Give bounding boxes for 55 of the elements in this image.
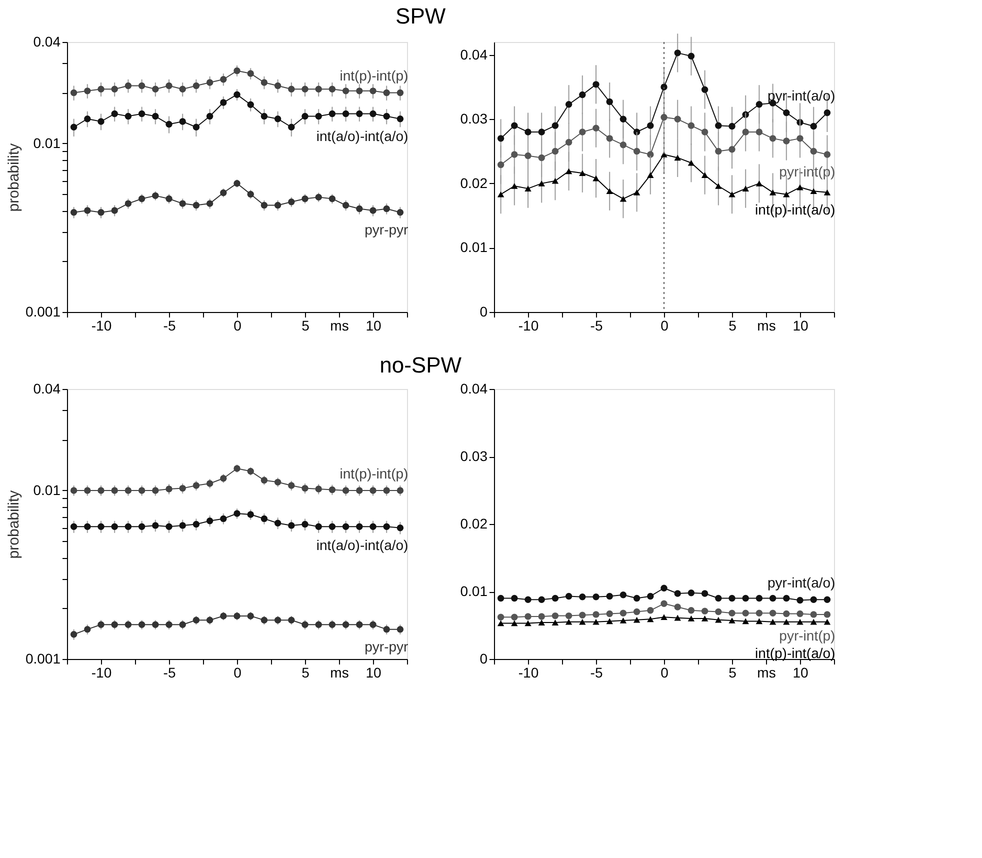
y-tick-label: 0.001 <box>25 650 61 666</box>
x-tick-label: -5 <box>163 318 176 334</box>
y-tick-label: 0.04 <box>33 34 61 50</box>
series-label: int(p)-int(p) <box>340 68 408 84</box>
y-tick-label: 0.001 <box>25 304 61 320</box>
series-label: int(p)-int(a/o) <box>755 644 836 661</box>
x-tick-label: 10 <box>366 664 382 680</box>
x-tick-label: 0 <box>234 318 242 334</box>
x-tick-label: 5 <box>728 318 737 334</box>
series-label: int(p)-int(p) <box>340 465 408 482</box>
y-tick-label: 0.04 <box>460 380 488 396</box>
x-tick-label: 10 <box>366 318 382 334</box>
x-tick-label: 5 <box>302 664 310 680</box>
y-axis-title: probability <box>5 142 22 212</box>
x-tick-label: 0 <box>234 664 242 680</box>
x-tick-label: ms <box>330 664 349 680</box>
x-tick-label: ms <box>330 318 349 334</box>
y-tick-label: 0.04 <box>33 380 61 396</box>
x-tick-label: ms <box>757 318 776 334</box>
x-tick-label: 5 <box>728 664 737 680</box>
x-tick-label: 10 <box>792 664 808 680</box>
x-tick-label: 10 <box>792 318 808 334</box>
x-tick-label: -5 <box>590 318 603 334</box>
x-tick-label: 5 <box>302 318 310 334</box>
series-label: int(a/o)-int(a/o) <box>316 128 408 144</box>
chart-title: no-SPW <box>380 352 462 378</box>
y-axis-title: probability <box>5 490 22 559</box>
series-label: pyr-int(a/o) <box>768 574 836 591</box>
series-label: pyr-int(p) <box>779 627 836 644</box>
y-tick-label: 0.02 <box>460 516 488 532</box>
series-label: pyr-pyr <box>364 638 409 654</box>
series-label: int(p)-int(a/o) <box>755 201 836 218</box>
x-tick-label: -5 <box>590 664 603 680</box>
y-tick-label: 0.04 <box>460 46 488 62</box>
x-tick-label: -10 <box>91 318 112 334</box>
y-tick-label: 0.01 <box>460 239 488 256</box>
x-tick-label: ms <box>757 664 776 680</box>
y-tick-label: 0.03 <box>460 110 488 127</box>
x-tick-label: -10 <box>518 318 539 334</box>
x-tick-label: 0 <box>660 318 669 334</box>
x-tick-label: -5 <box>163 664 176 680</box>
x-tick-label: 0 <box>660 664 669 680</box>
y-tick-label: 0.01 <box>33 134 61 151</box>
series-label: int(a/o)-int(a/o) <box>316 536 408 553</box>
y-tick-label: 0 <box>480 304 488 320</box>
x-tick-label: -10 <box>91 664 112 680</box>
chart-title: SPW <box>396 4 446 29</box>
y-tick-label: 0.02 <box>460 174 488 191</box>
y-tick-label: 0.01 <box>33 482 61 498</box>
y-tick-label: 0 <box>480 650 488 666</box>
series-label: pyr-pyr <box>364 221 409 238</box>
series-label: pyr-int(a/o) <box>768 88 836 104</box>
y-tick-label: 0.03 <box>460 448 488 464</box>
x-tick-label: -10 <box>518 664 539 680</box>
y-tick-label: 0.01 <box>460 583 488 599</box>
